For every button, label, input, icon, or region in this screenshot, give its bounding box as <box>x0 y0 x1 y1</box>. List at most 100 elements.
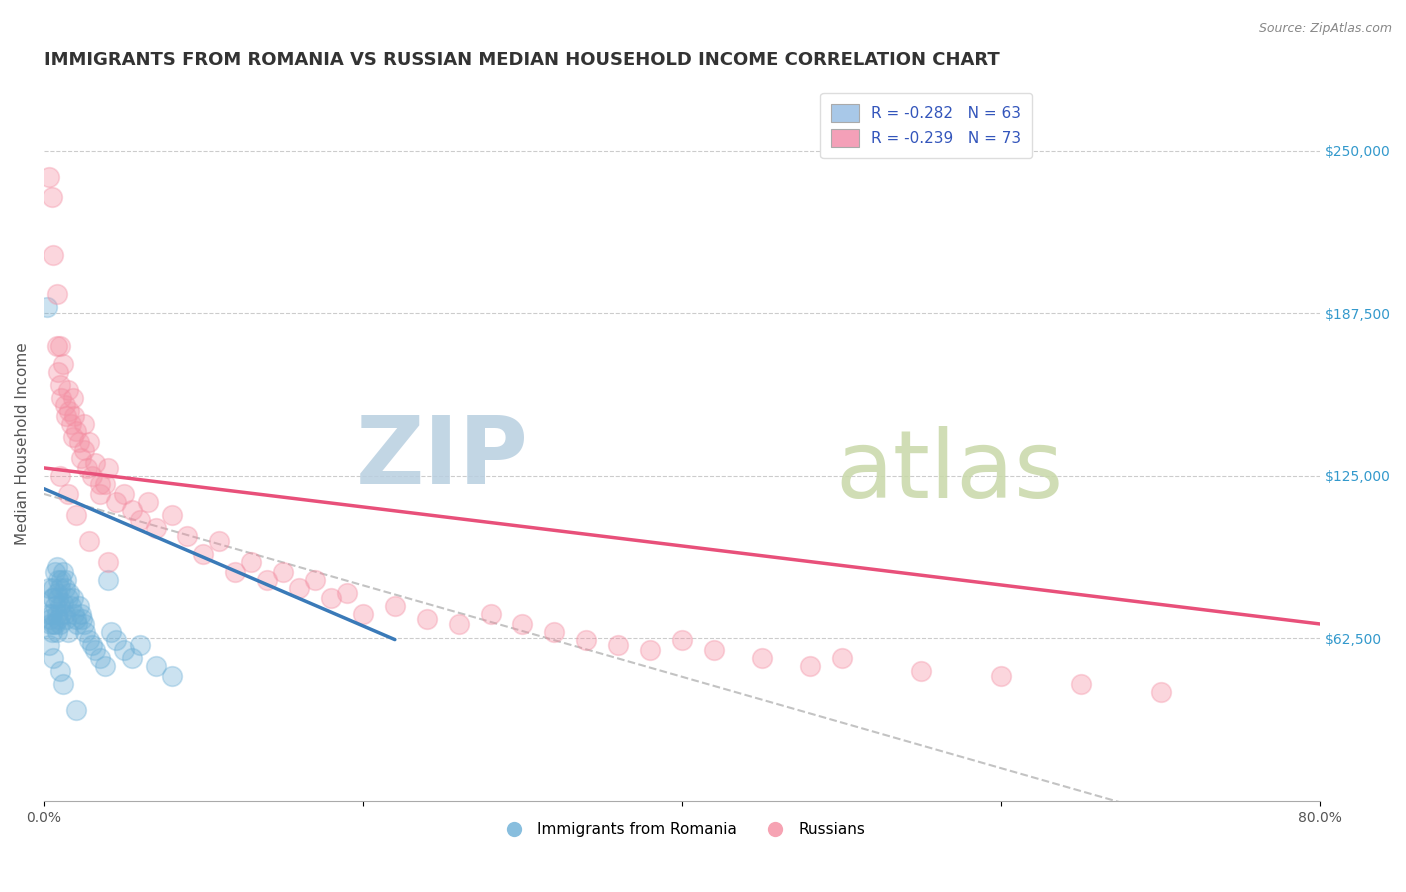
Point <box>160 508 183 522</box>
Point <box>70 612 93 626</box>
Point <box>447 617 470 632</box>
Point <box>53 399 76 413</box>
Point <box>39 617 62 632</box>
Point <box>41 624 63 639</box>
Point <box>56 383 79 397</box>
Point <box>73 617 96 632</box>
Point <box>256 573 278 587</box>
Point <box>176 528 198 542</box>
Point <box>44 565 66 579</box>
Point <box>93 476 115 491</box>
Point <box>52 357 75 371</box>
Point <box>45 607 67 621</box>
Point <box>512 617 534 632</box>
Point <box>193 547 215 561</box>
Point <box>145 521 167 535</box>
Text: Source: ZipAtlas.com: Source: ZipAtlas.com <box>1258 22 1392 36</box>
Point <box>75 624 97 639</box>
Point <box>44 599 66 613</box>
Point <box>160 669 183 683</box>
Point <box>46 365 69 379</box>
Point <box>58 586 80 600</box>
Point <box>65 612 87 626</box>
Point <box>45 559 67 574</box>
Point <box>67 434 90 449</box>
Point <box>41 607 63 621</box>
Point <box>44 617 66 632</box>
Point <box>45 586 67 600</box>
Point <box>288 581 311 595</box>
Point <box>45 624 67 639</box>
Legend: Immigrants from Romania, Russians: Immigrants from Romania, Russians <box>494 816 872 843</box>
Point <box>38 169 60 184</box>
Text: IMMIGRANTS FROM ROMANIA VS RUSSIAN MEDIAN HOUSEHOLD INCOME CORRELATION CHART: IMMIGRANTS FROM ROMANIA VS RUSSIAN MEDIA… <box>44 51 1000 69</box>
Point <box>136 494 159 508</box>
Point <box>80 468 103 483</box>
Point <box>62 430 84 444</box>
Point <box>49 581 72 595</box>
Point <box>990 669 1012 683</box>
Point <box>104 632 127 647</box>
Point <box>77 533 100 548</box>
Point <box>52 565 75 579</box>
Point <box>384 599 406 613</box>
Point <box>55 573 77 587</box>
Point <box>46 612 69 626</box>
Point <box>910 664 932 678</box>
Point <box>58 403 80 417</box>
Point <box>575 632 598 647</box>
Point <box>49 664 72 678</box>
Point <box>607 638 630 652</box>
Point <box>56 591 79 605</box>
Point <box>104 494 127 508</box>
Point <box>63 607 86 621</box>
Point <box>121 502 143 516</box>
Point <box>208 533 231 548</box>
Point <box>1070 677 1092 691</box>
Point <box>751 650 773 665</box>
Point <box>831 650 853 665</box>
Point <box>42 617 65 632</box>
Point <box>93 658 115 673</box>
Point <box>128 513 150 527</box>
Y-axis label: Median Household Income: Median Household Income <box>15 342 30 545</box>
Point <box>97 555 120 569</box>
Point <box>38 607 60 621</box>
Point <box>66 617 89 632</box>
Text: ZIP: ZIP <box>356 411 529 503</box>
Point <box>84 456 107 470</box>
Point <box>56 624 79 639</box>
Point <box>53 607 76 621</box>
Point <box>52 596 75 610</box>
Point <box>128 638 150 652</box>
Point <box>38 581 60 595</box>
Point <box>638 643 661 657</box>
Point <box>67 599 90 613</box>
Point <box>89 650 111 665</box>
Point <box>51 573 73 587</box>
Point <box>112 643 135 657</box>
Point <box>336 586 359 600</box>
Point <box>352 607 374 621</box>
Point <box>77 632 100 647</box>
Point <box>65 703 87 717</box>
Point <box>49 617 72 632</box>
Point <box>416 612 439 626</box>
Text: atlas: atlas <box>835 425 1063 518</box>
Point <box>73 417 96 431</box>
Point <box>80 638 103 652</box>
Point <box>89 476 111 491</box>
Point <box>77 434 100 449</box>
Point <box>51 391 73 405</box>
Point <box>100 624 122 639</box>
Point <box>53 581 76 595</box>
Point <box>799 658 821 673</box>
Point <box>224 565 246 579</box>
Point <box>112 487 135 501</box>
Point <box>49 377 72 392</box>
Point <box>703 643 725 657</box>
Point <box>38 638 60 652</box>
Point <box>56 487 79 501</box>
Point <box>60 417 83 431</box>
Point <box>240 555 263 569</box>
